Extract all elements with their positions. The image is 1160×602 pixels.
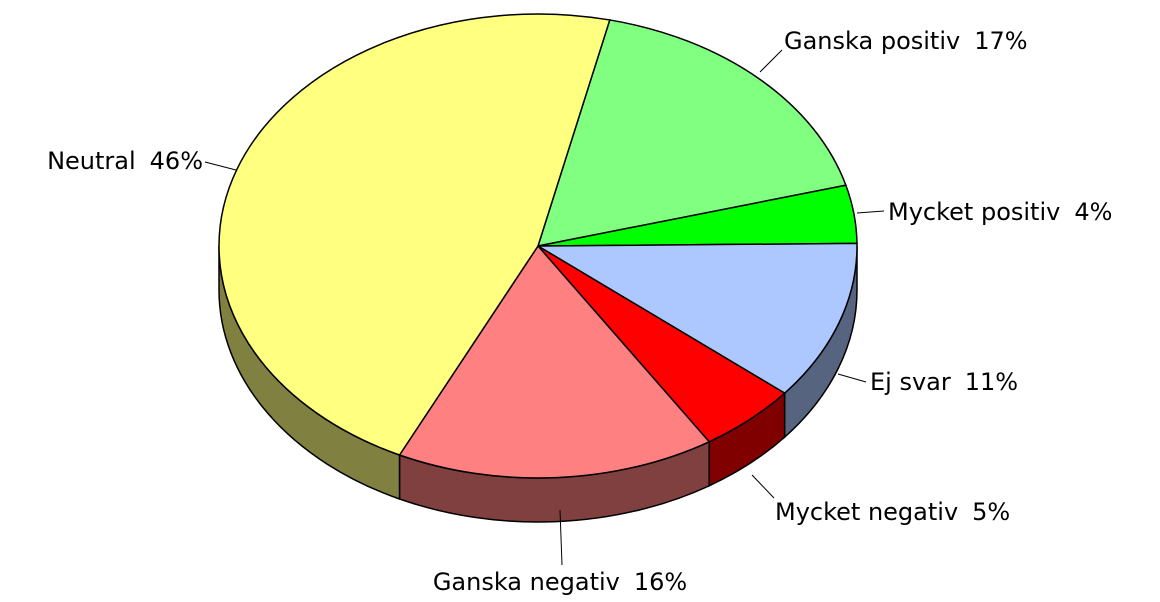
value-label: 17%	[974, 27, 1027, 55]
pie-slice	[536, 19, 847, 247]
category-name: Mycket positiv	[888, 198, 1060, 226]
leader-line	[759, 49, 783, 73]
pie-slice	[218, 13, 611, 456]
slice-label: Ganska negativ 16%	[433, 568, 687, 596]
value-label: 11%	[965, 368, 1018, 396]
category-name: Ganska positiv	[784, 27, 960, 55]
value-label: 16%	[634, 568, 687, 596]
leader-line	[751, 474, 775, 499]
slice-label: Mycket negativ 5%	[775, 498, 1010, 526]
leader-line	[559, 509, 563, 566]
leader-line	[856, 210, 885, 214]
slice-label: Ganska positiv 17%	[784, 27, 1028, 55]
pie-slice	[398, 244, 711, 479]
category-name: Ej svar	[870, 368, 951, 396]
slice-label: Mycket positiv 4%	[888, 198, 1112, 226]
value-label: 5%	[972, 498, 1010, 526]
pie-slice	[535, 242, 858, 395]
value-label: 4%	[1074, 198, 1112, 226]
value-label: 46%	[150, 147, 203, 175]
slice-label: Ej svar 11%	[870, 368, 1018, 396]
category-name: Ganska negativ	[433, 568, 620, 596]
leader-line	[204, 161, 237, 171]
category-name: Neutral	[47, 147, 136, 175]
slice-label: Neutral 46%	[47, 147, 203, 175]
category-name: Mycket negativ	[775, 498, 958, 526]
leader-line	[837, 373, 867, 383]
